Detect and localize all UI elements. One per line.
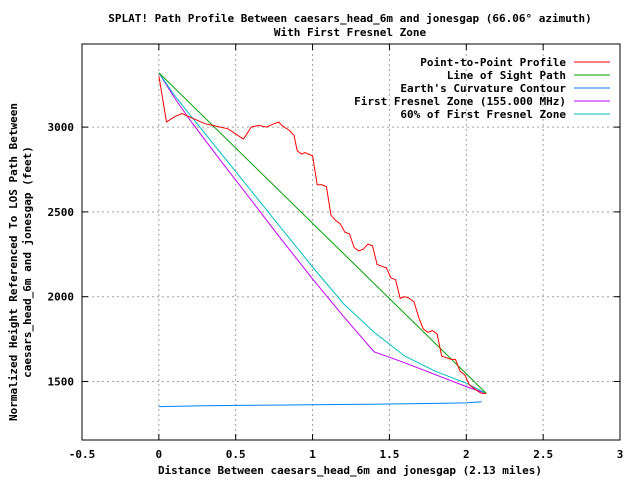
series-lines bbox=[158, 72, 487, 408]
x-tick-label: 2 bbox=[463, 448, 470, 461]
chart-subtitle: With First Fresnel Zone bbox=[274, 26, 427, 39]
y-axis-label-line-1: Normalized Height Referenced To LOS Path… bbox=[7, 103, 20, 421]
series-line-0 bbox=[158, 76, 487, 394]
series-line-4 bbox=[158, 72, 487, 394]
x-tick-label: 1.5 bbox=[379, 448, 399, 461]
x-axis-label: Distance Between caesars_head_6m and jon… bbox=[158, 464, 542, 477]
series-line-3 bbox=[158, 72, 487, 394]
y-tick-label: 3000 bbox=[48, 121, 75, 134]
legend-label: 60% of First Fresnel Zone bbox=[400, 108, 566, 121]
series-line-1 bbox=[158, 72, 487, 394]
y-tick-label: 2500 bbox=[48, 206, 75, 219]
legend-label: Line of Sight Path bbox=[447, 69, 566, 82]
x-tick-label: 1 bbox=[309, 448, 316, 461]
x-tick-label: 2.5 bbox=[533, 448, 553, 461]
legend-label: Earth's Curvature Contour bbox=[400, 82, 566, 95]
x-tick-label: 0 bbox=[156, 448, 163, 461]
x-tick-label: -0.5 bbox=[69, 448, 96, 461]
y-axis-label-line-2: caesars_head_6m and jonesgap (feet) bbox=[21, 146, 34, 378]
plot-frame bbox=[81, 43, 621, 441]
legend-label: Point-to-Point Profile bbox=[420, 56, 566, 69]
legend-label: First Fresnel Zone (155.000 MHz) bbox=[354, 95, 566, 108]
series-line-2 bbox=[158, 401, 482, 408]
x-tick-label: 0.5 bbox=[226, 448, 246, 461]
chart-title: SPLAT! Path Profile Between caesars_head… bbox=[108, 12, 591, 25]
axis-ticks: -0.5 0 0.5 1 1.5 2 2.5 3 1500 2000 2500 3000 bbox=[48, 44, 624, 461]
y-tick-label: 2000 bbox=[48, 291, 75, 304]
x-tick-label: 3 bbox=[617, 448, 624, 461]
y-tick-label: 1500 bbox=[48, 375, 75, 388]
